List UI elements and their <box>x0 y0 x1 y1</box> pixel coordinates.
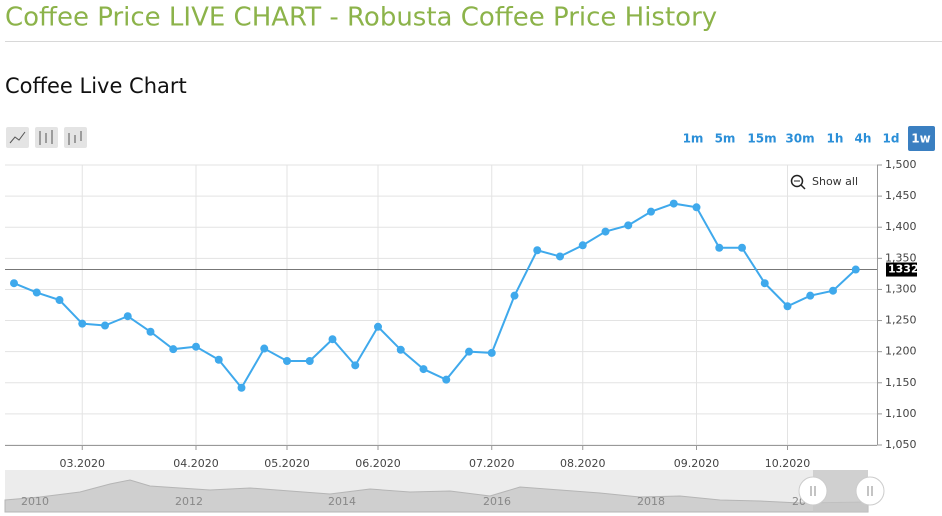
navigator-area <box>4 479 869 513</box>
price-point <box>396 345 405 354</box>
y-tick-label: 1,350 <box>885 251 917 264</box>
price-point <box>146 327 155 336</box>
price-point <box>692 203 701 212</box>
price-point <box>624 221 633 230</box>
y-tick-label: 1,300 <box>885 282 917 295</box>
icon <box>39 130 53 145</box>
price-point <box>169 345 178 354</box>
x-tick-label: 04.2020 <box>173 457 219 470</box>
timeframe-button[interactable]: 4h <box>855 132 872 146</box>
price-point <box>601 227 610 236</box>
price-point <box>32 288 41 297</box>
show-all[interactable]: Show all <box>790 174 859 190</box>
navigator-year: 2016 <box>483 495 511 508</box>
zoom-icon <box>790 174 804 188</box>
price-point <box>669 199 678 208</box>
icon <box>9 131 26 144</box>
price-point <box>760 279 769 288</box>
y-tick-label: 1,400 <box>885 220 917 233</box>
price-point <box>237 383 246 392</box>
navigator-year: 2010 <box>21 495 49 508</box>
last-price-label: 1332 <box>888 263 919 276</box>
x-tick-label: 05.2020 <box>264 457 310 470</box>
y-tick-label: 1,250 <box>885 314 917 327</box>
x-tick-label: 03.2020 <box>60 457 106 470</box>
price-point <box>715 243 724 252</box>
navigator-year: 2014 <box>328 495 356 508</box>
price-line <box>13 202 857 390</box>
x-tick-label: 08.2020 <box>560 457 606 470</box>
timeframe-button[interactable]: 15m <box>747 132 776 146</box>
x-tick-label: 07.2020 <box>469 457 515 470</box>
price-point <box>442 375 451 384</box>
price-point <box>260 344 269 353</box>
handle-grip <box>867 486 873 496</box>
price-point <box>647 207 655 216</box>
timeframes: 1m 5m 15m 30m 1h 4h 1d 1w <box>683 126 935 151</box>
price-point <box>374 322 382 331</box>
chart: 1,050 1,100 1,150 1,200 1,250 1,300 1,350 1,400… <box>5 158 919 470</box>
price-point <box>806 291 815 300</box>
price-point <box>101 321 109 330</box>
price-point <box>783 302 792 311</box>
price-point <box>465 347 473 356</box>
navigator-year: 2012 <box>175 495 203 508</box>
handle-grip <box>810 486 816 496</box>
price-point <box>419 365 428 374</box>
price-point <box>55 296 64 305</box>
show-all-label[interactable]: Show all <box>812 175 858 188</box>
y-tick-label: 1,500 <box>885 158 917 171</box>
price-point <box>192 342 200 351</box>
price-point <box>578 241 587 250</box>
timeframe-button[interactable]: 5m <box>715 132 736 146</box>
zoom-icon <box>800 184 806 190</box>
timeframe-button[interactable]: 30m <box>785 132 814 146</box>
x-tick-label: 10.2020 <box>765 457 811 470</box>
price-point <box>78 319 87 328</box>
price-point <box>351 361 360 370</box>
timeframe-button[interactable]: 1w <box>911 132 930 146</box>
x-tick-label: 06.2020 <box>355 457 401 470</box>
icon <box>68 131 82 145</box>
price-point <box>283 357 291 365</box>
price-point <box>487 348 496 357</box>
page-title: Coffee Price LIVE CHART - Robusta Coffee… <box>5 3 717 33</box>
navigator-handle[interactable] <box>855 476 885 506</box>
price-point <box>305 357 314 365</box>
price-point <box>738 243 746 252</box>
navigator-year: 2018 <box>637 495 665 508</box>
price-point <box>328 335 337 344</box>
timeframe-button[interactable]: 1d <box>883 132 900 146</box>
price-point <box>533 246 542 255</box>
price-point <box>10 279 18 288</box>
price-point <box>851 265 860 274</box>
x-tick-label: 09.2020 <box>674 457 720 470</box>
y-tick-label: 1,050 <box>885 438 917 451</box>
price-point <box>214 355 223 364</box>
last-price-bg <box>886 262 917 277</box>
price-point <box>556 252 564 261</box>
timeframe-button[interactable]: 1m <box>683 132 704 146</box>
timeframe-button[interactable]: 1h <box>827 132 844 146</box>
line-tool[interactable] <box>6 127 29 148</box>
price-point <box>829 286 837 295</box>
navigator-handle[interactable] <box>798 476 828 506</box>
y-tick-label: 1,450 <box>885 189 917 202</box>
price-point <box>123 312 132 321</box>
y-tick-label: 1,200 <box>885 345 917 358</box>
y-tick-label: 1,150 <box>885 376 917 389</box>
section-title: Coffee Live Chart <box>5 74 187 98</box>
y-tick-label: 1,100 <box>885 407 917 420</box>
chart-tools <box>6 127 87 148</box>
price-point <box>510 291 519 300</box>
timeframe-active-bg <box>908 126 935 151</box>
